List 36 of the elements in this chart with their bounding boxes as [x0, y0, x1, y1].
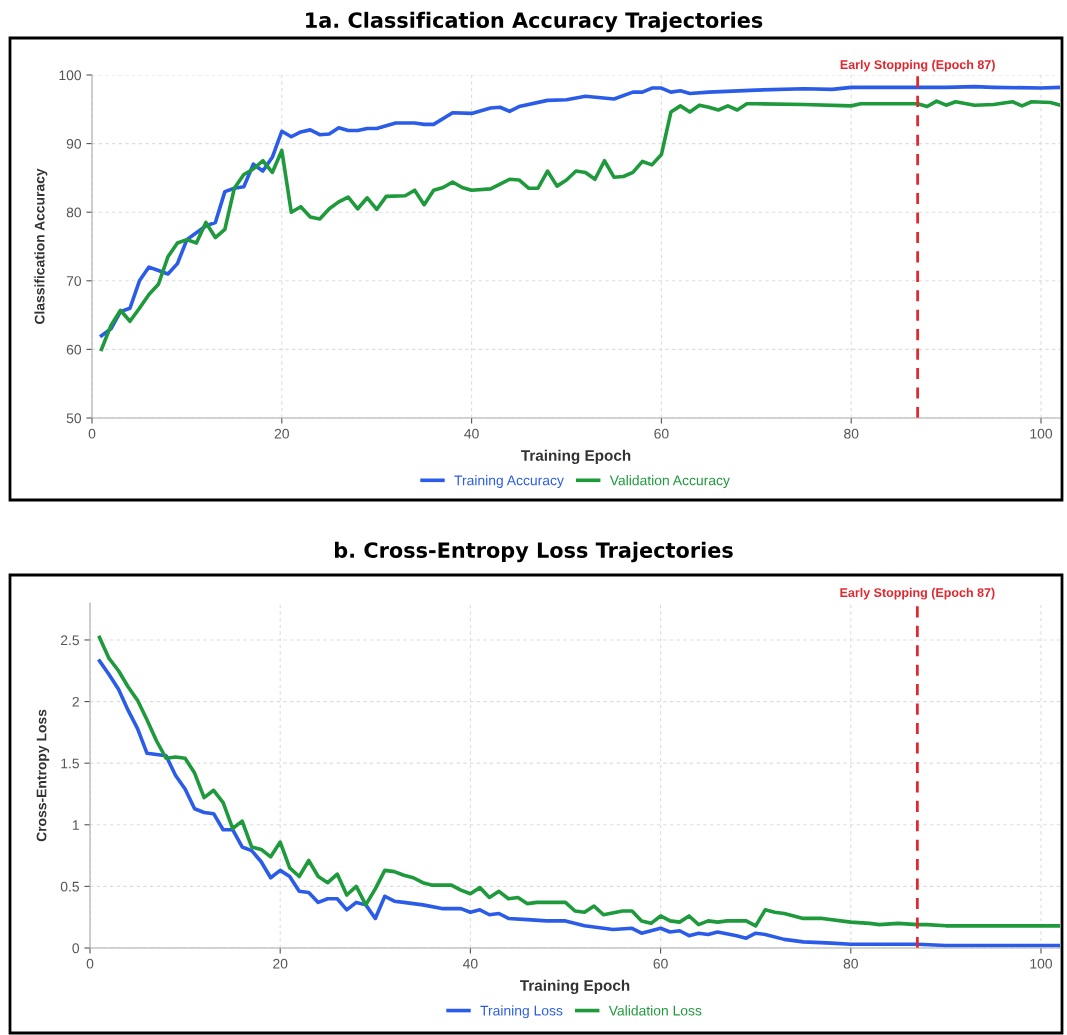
legend-label: Training Loss [480, 1005, 563, 1019]
legend-label: Training Accuracy [454, 475, 564, 489]
chart-title: b. Cross-Entropy Loss Trajectories [335, 541, 733, 563]
ref-line-label: Early Stopping (Epoch 87) [840, 59, 995, 72]
x-tick-label: 60 [654, 428, 669, 439]
x-tick-label: 20 [274, 428, 289, 439]
y-tick-label: 2 [72, 696, 79, 707]
ref-line-label: Early Stopping (Epoch 87) [840, 587, 995, 600]
y-axis-title: Classification Accuracy [34, 168, 48, 325]
y-tick-label: 100 [59, 70, 82, 81]
y-tick-label: 50 [66, 413, 82, 424]
legend-label: Validation Accuracy [609, 475, 730, 489]
chart-title: 1a. Classification Accuracy Trajectories [306, 11, 763, 33]
x-tick-label: 40 [462, 958, 478, 969]
y-tick-label: 2.5 [60, 635, 79, 646]
x-tick-label: 80 [844, 428, 859, 439]
y-tick-label: 80 [66, 207, 82, 218]
y-axis-title: Cross-Entropy Loss [36, 709, 50, 842]
y-tick-label: 1.5 [61, 758, 79, 769]
y-tick-label: 90 [66, 138, 82, 149]
x-tick-label: 60 [653, 958, 668, 969]
y-tick-label: 70 [66, 276, 82, 286]
legend-label: Validation Loss [608, 1005, 702, 1016]
x-tick-label: 100 [1030, 428, 1053, 439]
x-tick-label: 0 [86, 958, 94, 969]
x-axis-title: Training Epoch [520, 979, 630, 995]
y-tick-label: 1 [72, 820, 79, 830]
x-tick-label: 100 [1030, 958, 1053, 969]
x-tick-label: 0 [88, 428, 96, 439]
x-axis-title: Training Epoch [521, 449, 631, 465]
y-tick-label: 60 [66, 344, 82, 355]
y-tick-label: 0 [72, 943, 80, 954]
x-tick-label: 20 [273, 958, 288, 969]
x-tick-label: 80 [843, 958, 858, 969]
x-tick-label: 40 [464, 428, 479, 439]
y-tick-label: 0.5 [60, 881, 79, 892]
